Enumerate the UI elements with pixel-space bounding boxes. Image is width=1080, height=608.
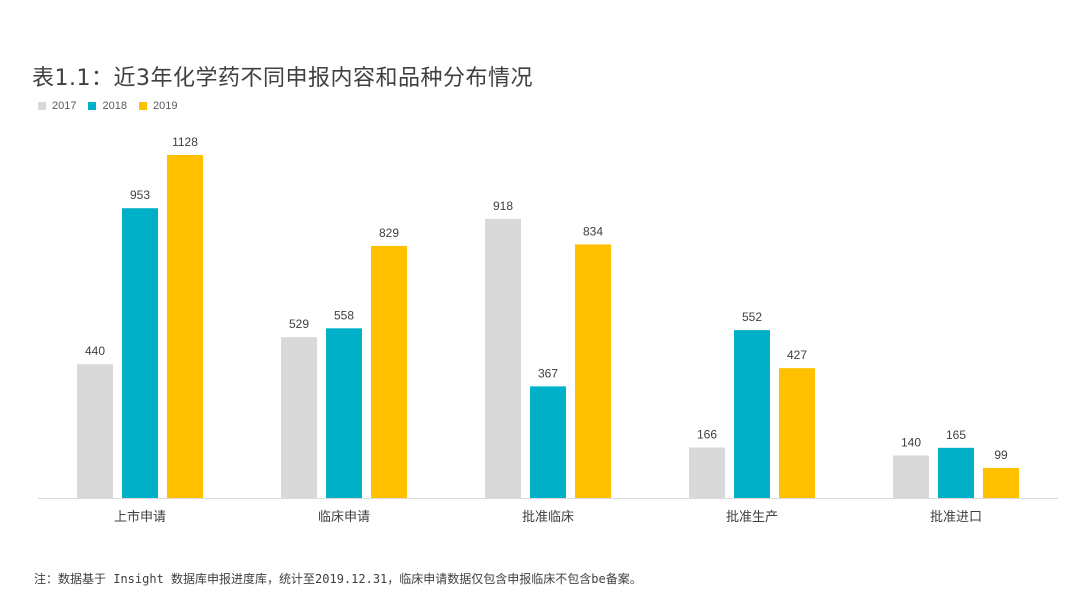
data-label-2018-0: 953 [130,188,150,202]
data-label-2019-1: 829 [379,226,399,240]
data-label-2019-3: 427 [787,348,807,362]
footnote: 注：数据基于 Insight 数据库申报进度库，统计至2019.12.31，临床… [34,572,642,586]
category-label-4: 批准进口 [930,510,982,525]
legend-swatch-2017 [38,102,46,110]
bar-2019-2 [575,244,611,498]
category-label-2: 批准临床 [522,510,574,525]
category-label-3: 批准生产 [726,510,778,525]
bar-2017-2 [485,218,521,498]
bar-2019-4 [983,467,1019,498]
legend-label-2018: 2018 [102,100,127,112]
bar-2017-1 [281,337,317,498]
category-label-1: 临床申请 [318,510,370,525]
bar-2018-0 [122,208,158,498]
data-label-2018-4: 165 [946,428,966,442]
category-label-0: 上市申请 [114,509,166,525]
bar-2018-2 [530,386,566,498]
bar-2018-4 [938,447,974,498]
bar-2018-1 [326,328,362,498]
legend-label-2019: 2019 [152,100,178,112]
legend-swatch-2019 [138,102,147,110]
data-label-2017-0: 440 [85,344,105,358]
data-label-2018-2: 367 [538,366,558,380]
legend-item-2019: 2019 [138,100,178,112]
legend-item-2017: 2017 [38,100,76,112]
data-label-2019-4: 99 [994,448,1008,462]
legend-item-2018: 2018 [88,100,127,112]
legend-swatch-2018 [88,102,97,110]
data-label-2017-2: 918 [493,199,513,213]
legend: 2017 2018 2019 [38,100,189,112]
data-label-2018-3: 552 [742,310,762,324]
data-label-2019-2: 834 [583,224,603,238]
bar-2017-3 [689,447,725,498]
bar-2019-0 [167,155,203,498]
bar-2019-1 [371,245,407,498]
chart-title: 表1.1：近3年化学药不同申报内容和品种分布情况 [32,66,533,91]
data-label-2019-0: 1128 [172,135,198,149]
bar-2019-3 [779,368,815,498]
bar-2018-3 [734,330,770,498]
data-label-2017-3: 166 [697,428,717,442]
data-label-2017-1: 529 [289,317,309,331]
data-label-2018-1: 558 [334,308,354,322]
bar-2017-0 [77,364,113,498]
legend-label-2017: 2017 [52,100,77,112]
bar-2017-4 [893,455,929,498]
data-label-2017-4: 140 [901,435,921,449]
